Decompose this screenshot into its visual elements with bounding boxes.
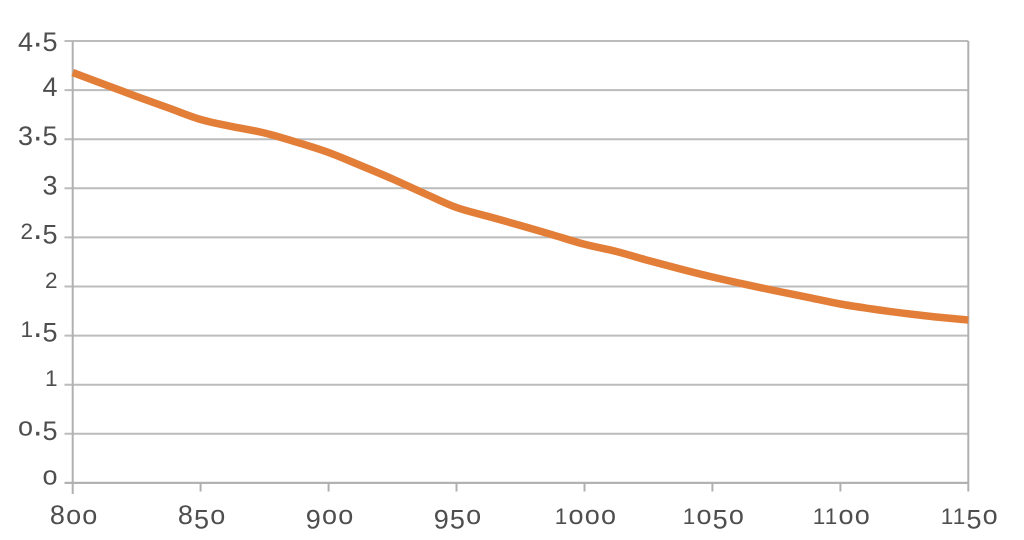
svg-text:3: 3 xyxy=(42,170,57,200)
svg-text:o.5: o.5 xyxy=(18,405,58,446)
svg-text:o: o xyxy=(42,460,57,490)
svg-text:95o: 95o xyxy=(434,500,483,535)
svg-text:11oo: 11oo xyxy=(813,500,871,530)
svg-text:1: 1 xyxy=(45,366,58,391)
svg-text:1ooo: 1ooo xyxy=(555,500,617,530)
svg-text:4: 4 xyxy=(42,72,57,102)
svg-text:3.5: 3.5 xyxy=(18,111,58,152)
svg-text:2: 2 xyxy=(45,268,58,293)
svg-text:4.5: 4.5 xyxy=(18,17,58,58)
svg-text:1o5o: 1o5o xyxy=(683,500,745,535)
svg-text:1.5: 1.5 xyxy=(21,307,58,348)
svg-text:2.5: 2.5 xyxy=(21,209,58,250)
svg-text:85o: 85o xyxy=(178,500,227,535)
svg-text:115o: 115o xyxy=(941,500,999,535)
svg-text:8oo: 8oo xyxy=(50,500,99,530)
svg-text:9oo: 9oo xyxy=(306,500,355,535)
